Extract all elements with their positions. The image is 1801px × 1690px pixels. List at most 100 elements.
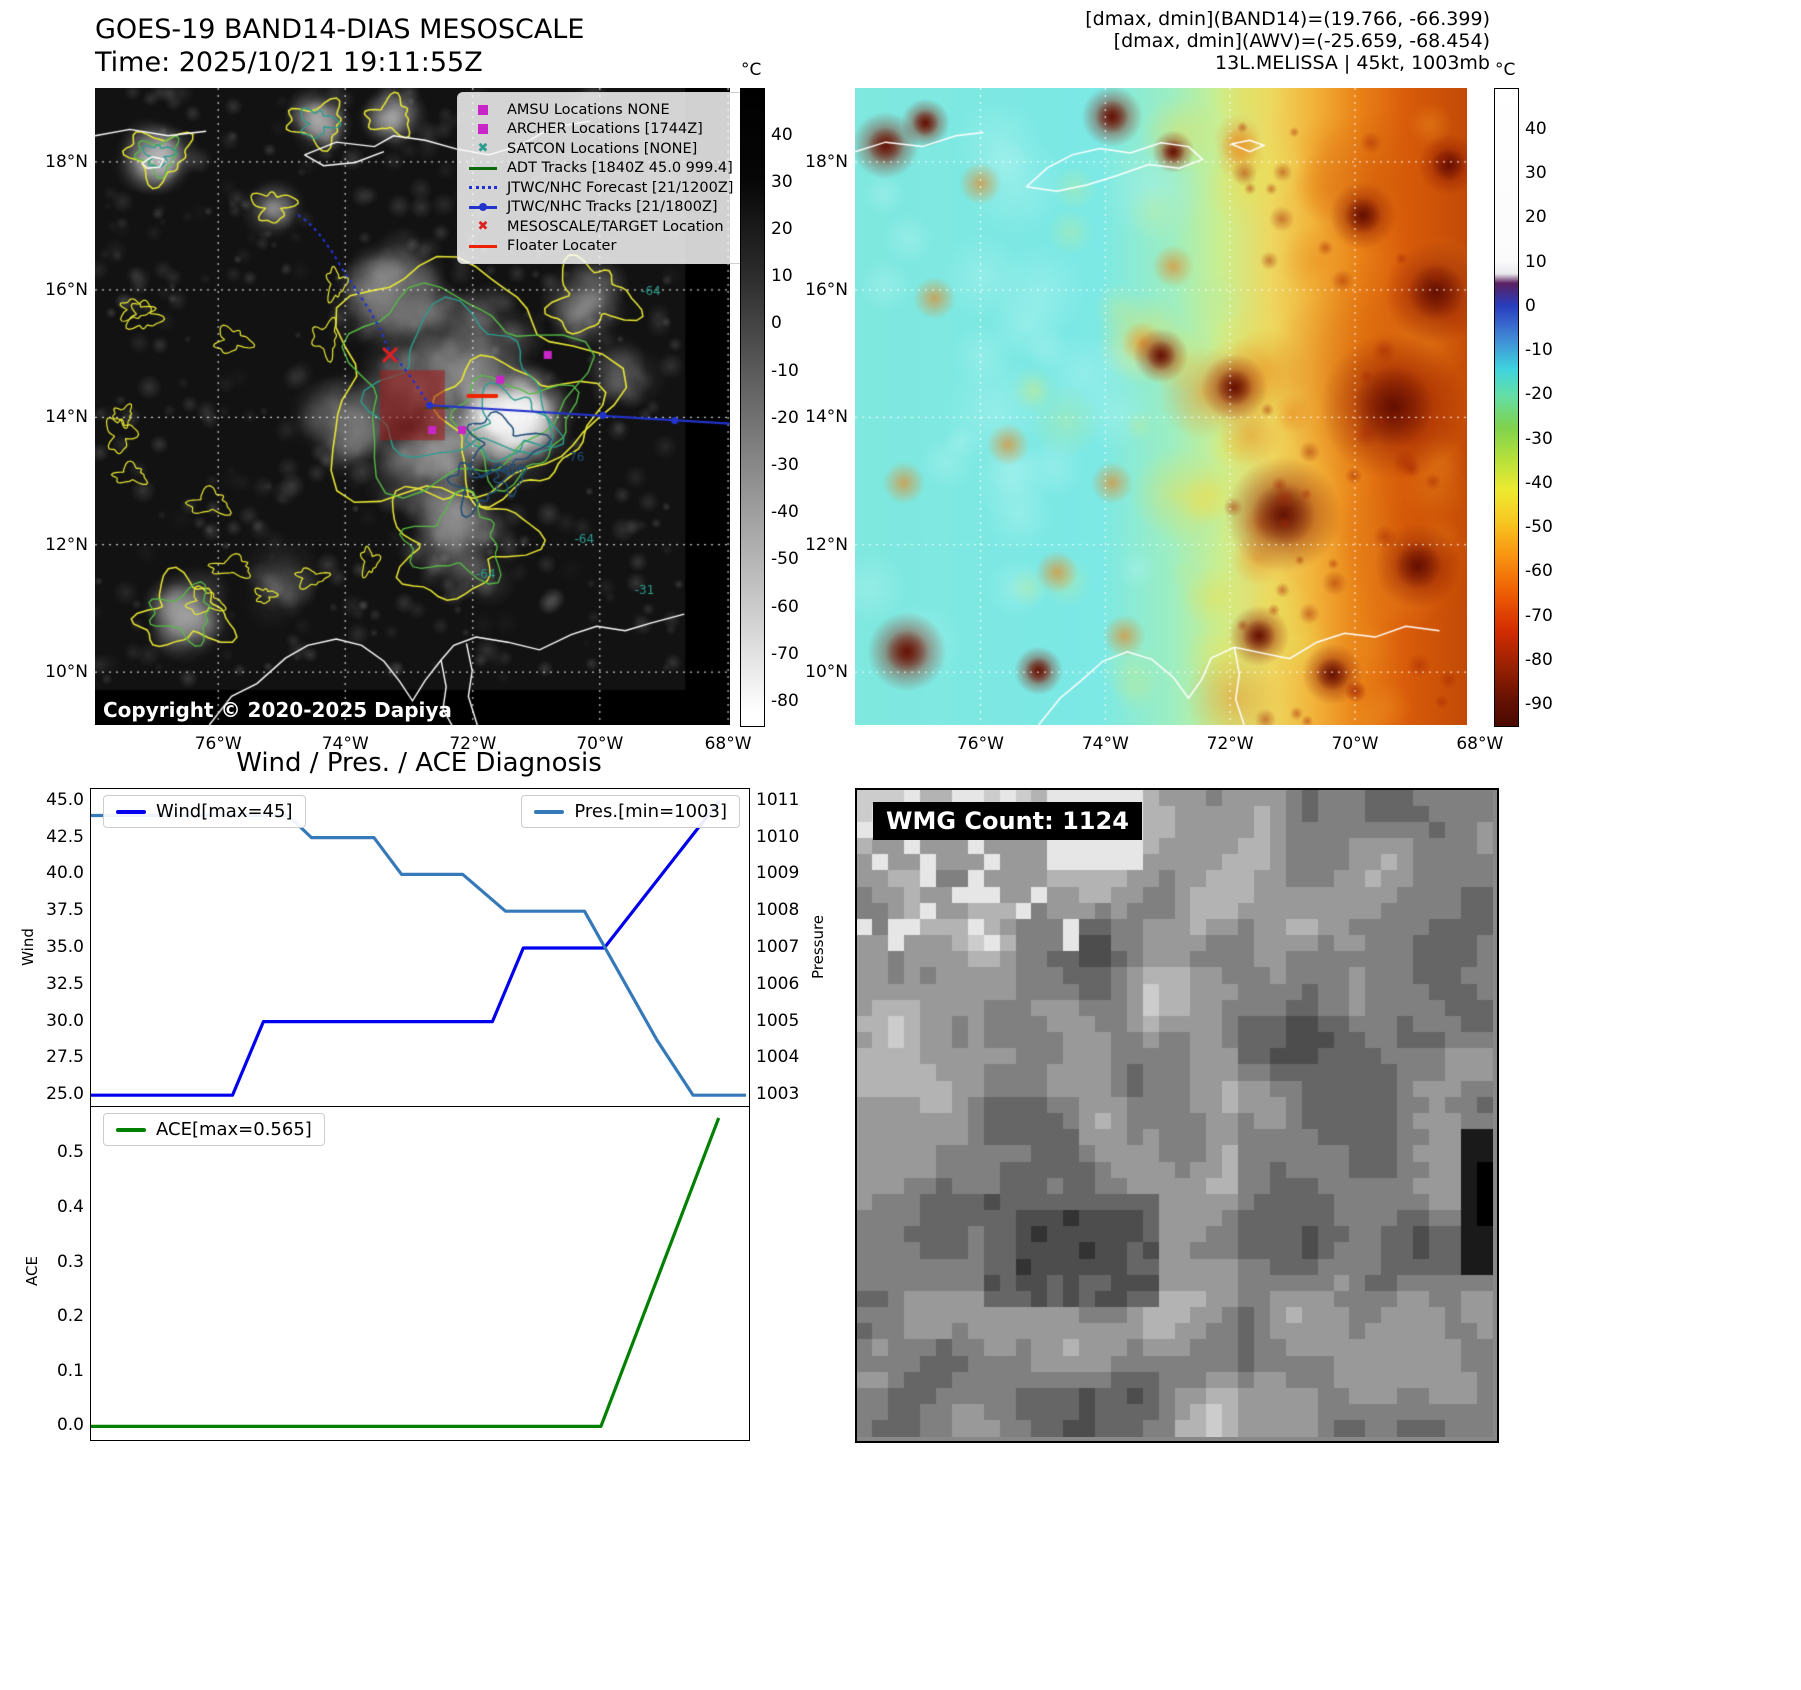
series-line [91,799,721,1097]
wind-pressure-chart [90,788,750,1108]
awv-lat-tick: 14°N [805,407,848,428]
ace-y-tick: 0.1 [56,1360,84,1381]
awv-lon-tick: 68°W [1456,734,1504,754]
pressure-y-tick: 1003 [756,1084,800,1105]
wind-line-sample-icon [116,809,146,814]
band14-colorbar-tick: -20 [771,407,799,428]
awv-colorbar-tick: -60 [1525,561,1553,582]
band14-lon-tick: 74°W [321,734,369,754]
awv-dmax-dmin-text: [dmax, dmin](AWV)=(-25.659, -68.454) [1113,30,1490,52]
awv-satellite-map [855,88,1467,725]
wind-axis-label: Wind [19,928,37,966]
wind-pressure-plot [91,799,746,1097]
x-marker-icon: ✖ [477,219,489,235]
dotted-line-icon [467,186,499,190]
wind-y-tick: 25.0 [46,1084,84,1105]
awv-colorbar-unit: °C [1495,60,1516,80]
ace-line-sample-icon [116,1127,146,1132]
square-marker-icon [478,104,488,115]
band14-colorbar-tick: 40 [771,124,793,145]
wmg-count-badge: WMG Count: 1124 [873,802,1142,840]
band14-colorbar-tick: -50 [771,549,799,570]
band14-colorbar-tick: -80 [771,690,799,711]
ace-y-tick: 0.3 [56,1251,84,1272]
awv-lon-tick: 72°W [1206,734,1254,754]
pressure-legend-label: Pres.[min=1003] [574,801,727,822]
pressure-line-sample-icon [534,809,565,814]
band14-lon-tick: 70°W [576,734,624,754]
wind-legend-label: Wind[max=45] [156,801,293,822]
wind-y-tick: 37.5 [46,900,84,921]
diagnosis-title: Wind / Pres. / ACE Diagnosis [236,748,602,778]
pressure-y-tick: 1005 [756,1010,800,1031]
legend-item: AMSU Locations NONE [467,100,740,120]
series-line [91,1117,721,1428]
awv-colorbar-tick: 0 [1525,295,1536,316]
band14-dmax-dmin-text: [dmax, dmin](BAND14)=(19.766, -66.399) [1085,8,1490,30]
awv-lon-tick: 76°W [956,734,1004,754]
band14-lon-tick: 72°W [449,734,497,754]
awv-lon-tick: 74°W [1081,734,1129,754]
legend-item-label: Floater Locater [507,238,617,255]
band14-colorbar [740,88,765,727]
dotted-line-icon [469,186,497,190]
line-marker-icon [467,244,499,248]
track-dot-icon [479,203,487,211]
pressure-y-tick: 1010 [756,826,800,847]
legend-item-label: JTWC/NHC Forecast [21/1200Z] [507,179,734,196]
wind-y-tick: 40.0 [46,863,84,884]
legend-item: Floater Locater [467,237,740,257]
wind-legend: Wind[max=45] [103,795,306,828]
legend-item: ARCHER Locations [1744Z] [467,120,740,140]
band14-colorbar-tick: -60 [771,596,799,617]
band14-colorbar-tick: 10 [771,266,793,287]
band14-colorbar-unit: °C [741,60,762,80]
awv-colorbar-tick: 30 [1525,163,1547,184]
wmg-pixel-map [857,790,1493,1437]
ace-y-tick: 0.4 [56,1196,84,1217]
wind-y-tick: 32.5 [46,973,84,994]
awv-colorbar-tick: 20 [1525,207,1547,228]
ace-y-tick: 0.0 [56,1415,84,1436]
band14-lat-tick: 16°N [45,279,88,300]
wind-y-tick: 30.0 [46,1010,84,1031]
legend-item: JTWC/NHC Tracks [21/1800Z] [467,198,740,218]
band14-lon-tick: 68°W [704,734,752,754]
awv-colorbar-tick: -90 [1525,694,1553,715]
band14-colorbar-tick: 30 [771,171,793,192]
legend-item-label: SATCON Locations [NONE] [507,140,698,157]
pressure-legend: Pres.[min=1003] [521,795,740,828]
legend-item: ✖ MESOSCALE/TARGET Location [467,217,740,237]
pressure-axis-label: Pressure [809,914,827,980]
ace-y-tick: 0.2 [56,1306,84,1327]
line-marker-icon [467,166,499,170]
x-marker-icon: ✖ [467,142,499,155]
awv-colorbar-tick: -70 [1525,605,1553,626]
awv-colorbar-tick: -40 [1525,472,1553,493]
pressure-y-tick: 1007 [756,937,800,957]
legend-item-label: ARCHER Locations [1744Z] [507,121,703,138]
band14-lat-tick: 12°N [45,534,88,555]
pressure-y-tick: 1008 [756,900,800,921]
band14-lat-tick: 10°N [45,662,88,683]
legend-item-label: MESOSCALE/TARGET Location [507,218,724,235]
wind-y-tick: 27.5 [46,1047,84,1068]
square-marker-icon [478,124,488,135]
line-dot-icon [467,203,499,211]
pressure-y-tick: 1011 [756,789,800,810]
wmg-panel: WMG Count: 1124 [855,788,1499,1443]
legend-item-label: JTWC/NHC Tracks [21/1800Z] [507,199,718,216]
copyright-text: Copyright © 2020-2025 Dapiya [103,698,452,722]
awv-lat-tick: 18°N [805,151,848,172]
x-marker-icon: ✖ [467,220,499,233]
square-marker-icon [467,104,499,115]
series-line [91,813,746,1097]
band14-colorbar-tick: 20 [771,218,793,239]
wind-y-tick: 35.0 [46,937,84,957]
pressure-y-tick: 1004 [756,1047,800,1068]
square-marker-icon [467,124,499,135]
awv-lat-tick: 16°N [805,279,848,300]
ace-axis-label: ACE [23,1256,41,1286]
awv-lat-tick: 10°N [805,662,848,683]
awv-colorbar-tick: -50 [1525,517,1553,538]
